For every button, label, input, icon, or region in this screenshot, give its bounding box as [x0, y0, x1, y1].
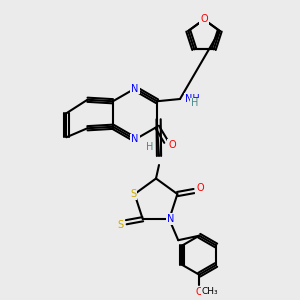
Text: H: H: [191, 98, 199, 109]
Text: O: O: [195, 287, 203, 297]
Text: N: N: [131, 134, 139, 145]
Text: N: N: [167, 214, 174, 224]
Text: NH: NH: [184, 94, 199, 104]
Text: S: S: [130, 189, 136, 199]
Text: S: S: [117, 220, 123, 230]
Text: O: O: [168, 140, 176, 150]
Text: O: O: [200, 14, 208, 25]
Text: N: N: [131, 134, 139, 145]
Text: O: O: [196, 183, 204, 193]
Text: N: N: [131, 83, 139, 94]
Text: CH₃: CH₃: [201, 287, 218, 296]
Text: H: H: [146, 142, 154, 152]
